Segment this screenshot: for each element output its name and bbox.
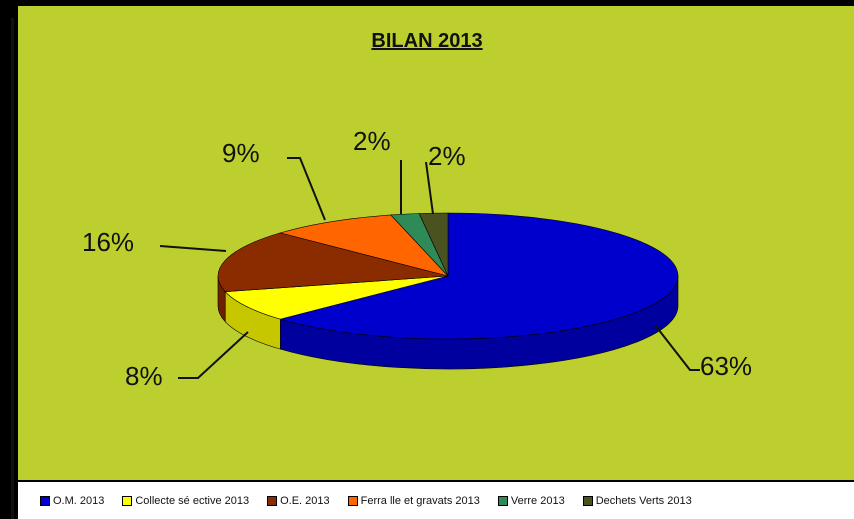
data-label-3: 9%: [222, 138, 260, 168]
data-label-5: 2%: [428, 141, 466, 171]
legend-swatch-5: [582, 495, 593, 506]
pie-slice-1: [224, 275, 449, 320]
legend-label-2: O.E. 2013: [280, 494, 330, 507]
pie-sides: [217, 275, 679, 370]
pie-tops: [217, 212, 679, 340]
legend-item-5: Dechets Verts 2013: [582, 494, 692, 507]
legend-item-3: Ferra lle et gravats 2013: [347, 494, 480, 507]
leader-lines: [159, 157, 700, 379]
data-label-1: 8%: [125, 361, 163, 391]
legend-swatch-0: [40, 495, 50, 506]
leader-line-5: [425, 161, 434, 215]
data-labels: 63% 8% 16% 9% 2% 2%: [82, 126, 752, 391]
legend-item-4: Verre 2013: [497, 494, 565, 507]
pie-slice-0: [279, 212, 679, 340]
legend-item-0: O.M. 2013: [40, 495, 104, 507]
legend-item-2: O.E. 2013: [267, 495, 330, 507]
legend-label-3: Ferra lle et gravats 2013: [360, 494, 480, 507]
legend-label-1: Collecte sé ective 2013: [135, 494, 250, 507]
data-label-0: 63%: [700, 351, 752, 381]
data-label-2: 16%: [82, 227, 134, 257]
chart-legend: O.M. 2013 Collecte sé ective 2013 O.E. 201…: [18, 480, 854, 519]
legend-label-4: Verre 2013: [510, 494, 565, 507]
left-border-line: [11, 18, 14, 519]
legend-item-1: Collecte sé ective 2013: [122, 495, 249, 507]
data-label-4: 2%: [353, 126, 391, 156]
pie-slice-2: [217, 232, 449, 292]
legend-label-5: Dechets Verts 2013: [595, 494, 692, 507]
legend-swatch-3: [347, 495, 358, 506]
leader-line-0: [654, 324, 700, 371]
leader-line-2: [159, 245, 227, 252]
pie-slice-3: [279, 214, 449, 277]
legend-label-0: O.M. 2013: [53, 494, 105, 507]
legend-swatch-2: [267, 495, 278, 506]
chart-title: BILAN 2013: [371, 30, 483, 52]
leader-line-3: [287, 157, 326, 221]
leader-line-1: [178, 331, 249, 379]
legend-swatch-1: [122, 495, 133, 506]
legend-swatch-4: [497, 495, 508, 506]
